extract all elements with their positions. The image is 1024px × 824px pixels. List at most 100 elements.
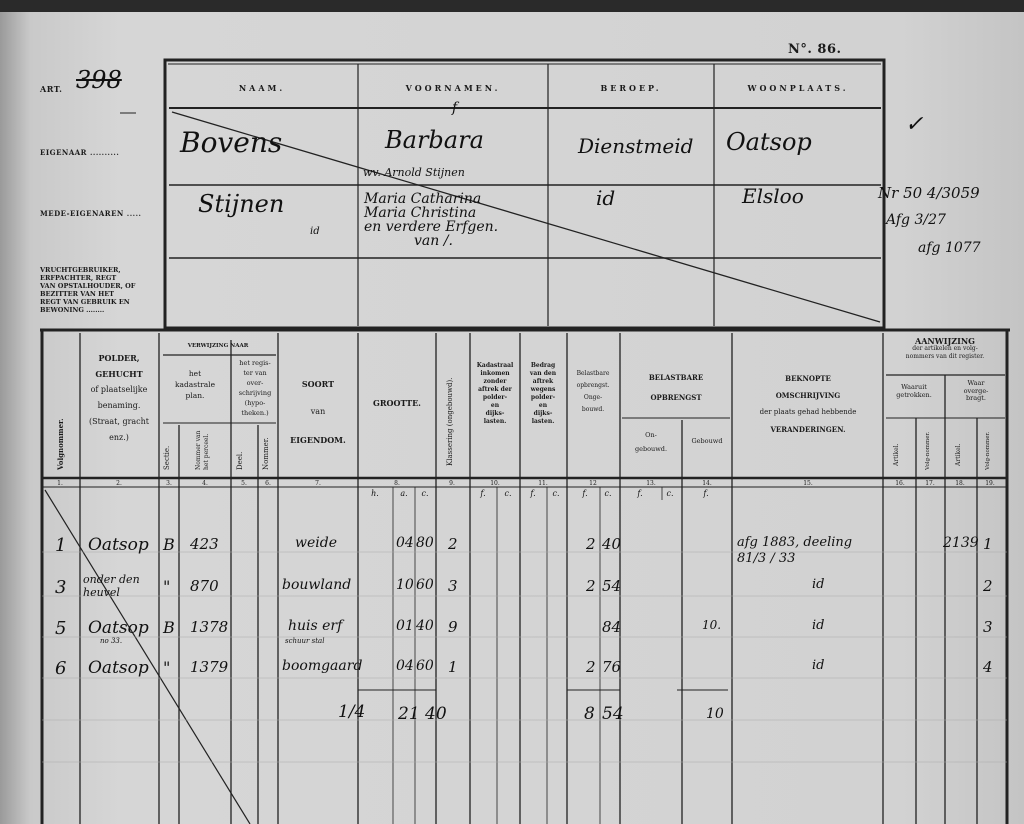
unit-label: f. — [637, 489, 643, 498]
header-line: van den — [529, 370, 557, 377]
header-waar: Waar overge-bragt. — [963, 379, 989, 403]
header-line: en — [490, 402, 500, 409]
row-volgnr: 2 — [983, 577, 993, 595]
row-plaats-note: no 33. — [100, 637, 123, 645]
row-volgnummer: 1 — [55, 535, 67, 556]
header-line: of plaatselijke — [90, 385, 148, 394]
header-line: Waaruit — [901, 383, 927, 391]
header-belastbare-ongebouwd: Belastbare opbrengst. Onge-bouwd. — [577, 368, 610, 416]
header-grootte: GROOTTE. — [373, 398, 421, 408]
header-waaruit: Waaruit getrokken. — [896, 383, 932, 399]
article-number: 398 — [76, 66, 122, 94]
header-line: zonder — [483, 378, 507, 385]
row-soort: weide — [295, 535, 337, 551]
header-line: inkomen — [480, 370, 510, 377]
row-plaats: Oatsop — [88, 535, 149, 555]
header-line: (Straat, gracht — [88, 417, 150, 426]
column-number: 11. — [538, 480, 548, 487]
row-sectie: " — [163, 658, 171, 677]
owner-woonplaats: Oatsop — [726, 128, 812, 156]
row-volgnummer: 3 — [55, 577, 67, 598]
column-number: 1. — [57, 480, 63, 487]
total-grootte: 21 40 — [398, 704, 447, 724]
unit-label: f. — [480, 489, 486, 498]
header-line: der plaats gehad hebbende — [759, 408, 857, 416]
header-line: OPBRENGST — [650, 393, 702, 402]
row-grootte-a: 04 — [396, 535, 414, 551]
unit-label: c. — [666, 489, 674, 498]
header-line: On- — [645, 431, 657, 439]
row-plaats: Oatsop — [88, 618, 149, 638]
header-line: ter van — [243, 369, 267, 377]
row-soort: bouwland — [282, 577, 352, 593]
column-number: 2. — [116, 480, 122, 487]
row-opbrengst-f: 2 — [586, 577, 596, 595]
header-line: het regis- — [239, 359, 271, 367]
total-opbrengst-c: 54 — [602, 704, 624, 724]
header-volgnommer: Volg-nommer. — [985, 431, 991, 470]
row-opbrengst-c: 40 — [602, 535, 622, 553]
total-gebouwd: 10 — [706, 706, 724, 722]
header-voornamen: VOORNAMEN. — [405, 83, 501, 93]
column-number: 17. — [925, 480, 935, 487]
row-klasse: 1 — [448, 658, 458, 676]
header-line: overge- — [963, 386, 989, 395]
header-line: benaming. — [97, 401, 141, 410]
unit-label: c. — [552, 489, 560, 498]
scan-edge — [0, 0, 1024, 12]
header-line: opbrengst. — [576, 382, 610, 389]
co-owner-name-line: en verdere Erfgen. — [364, 219, 499, 235]
cancel-stroke-bottom — [44, 489, 251, 824]
row-sectie: " — [163, 577, 171, 596]
header-belastbare-opbrengst: BELASTBARE OPBRENGST — [649, 368, 703, 408]
header-gebouwd: Gebouwd — [691, 437, 723, 445]
header-volgnommer: Volg-nommer. — [925, 431, 931, 470]
row-perceel: 1379 — [190, 658, 229, 676]
row-sectie: B — [163, 618, 175, 637]
header-line: dijks- — [485, 410, 505, 417]
header-line: enz.) — [109, 433, 129, 442]
co-owner-naam-note: id — [310, 226, 320, 237]
header-line: AANWIJZING — [915, 336, 975, 346]
header-nommer-perceel: Nommer van het perceel. — [195, 430, 210, 470]
header-line: aftrek — [532, 378, 554, 385]
header-line: kadastrale — [174, 380, 216, 389]
header-line: BEKNOPTE — [785, 374, 831, 383]
label-usufruct: VRUCHTGEBRUIKER, ERFPACHTER, REGT VAN OP… — [40, 266, 135, 314]
row-gebouwd: 10. — [702, 618, 722, 632]
header-artikel: Artikel. — [955, 443, 962, 466]
header-deel: Deel. — [236, 451, 244, 470]
row-grootte-c: 60 — [416, 577, 434, 593]
header-line: getrokken. — [896, 390, 932, 399]
header-line: lasten. — [483, 418, 507, 425]
margin-note: Afg 3/27 — [886, 212, 946, 228]
margin-note: Nr 50 4/3059 — [878, 184, 980, 202]
label-owner: EIGENAAR .......... — [40, 148, 120, 157]
row-soort: huis erf — [288, 618, 343, 634]
owner-table-border — [163, 58, 886, 330]
owner-beroep: Dienstmeid — [578, 134, 694, 158]
row-volgnr: 4 — [983, 658, 993, 676]
header-line: wegens — [530, 386, 556, 393]
header-line: Belastbare — [576, 370, 610, 377]
row-grootte-c: 60 — [416, 658, 434, 674]
header-beroep: BEROEP. — [600, 83, 662, 93]
row-opbrengst-f: 2 — [586, 658, 596, 676]
row-grootte-c: 80 — [416, 535, 434, 551]
header-line: dijks- — [533, 410, 553, 417]
column-number: 6. — [265, 480, 271, 487]
co-owner-name-line: Maria Christina — [364, 205, 477, 221]
row-volgnr: 3 — [983, 618, 993, 636]
co-owner-name-line: van /. — [414, 233, 453, 249]
usufruct-line: VRUCHTGEBRUIKER, — [40, 266, 121, 274]
row-klasse: 9 — [448, 618, 458, 636]
usufruct-line: VAN OPSTALHOUDER, OF — [40, 282, 136, 290]
row-grootte-c: 40 — [416, 618, 434, 634]
column-number: 10. — [490, 480, 500, 487]
header-line: SOORT — [301, 379, 335, 389]
column-number: 4. — [202, 480, 208, 487]
column-number: 13. — [646, 480, 656, 487]
header-line: polder- — [482, 394, 508, 401]
